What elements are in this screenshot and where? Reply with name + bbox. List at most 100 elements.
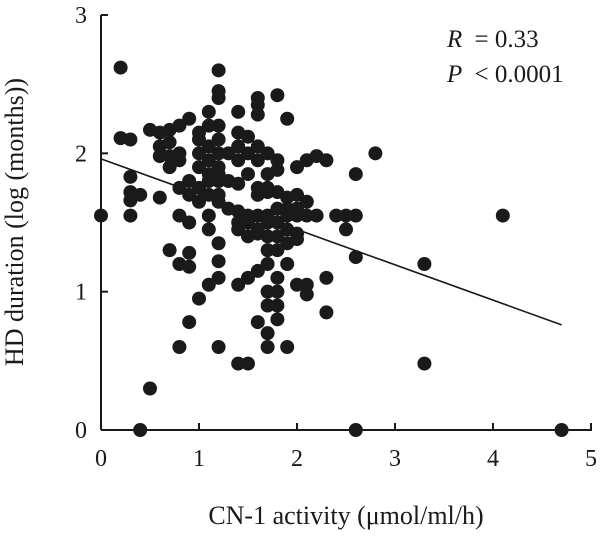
data-point <box>231 104 246 119</box>
data-point <box>201 118 216 133</box>
data-point <box>192 146 206 161</box>
data-point <box>417 257 432 271</box>
data-point <box>211 270 226 285</box>
data-point <box>133 423 148 437</box>
data-point <box>260 257 275 271</box>
data-point <box>192 132 206 147</box>
data-point <box>172 208 187 223</box>
data-point <box>192 194 206 209</box>
r-value: = 0.33 <box>475 26 539 53</box>
data-point <box>260 284 275 299</box>
data-point <box>280 340 295 354</box>
data-point <box>182 111 197 126</box>
data-point <box>260 326 275 341</box>
x-tick-label: 1 <box>193 446 205 472</box>
data-point <box>299 208 314 223</box>
data-point <box>270 201 285 216</box>
data-point <box>329 208 344 223</box>
x-axis-ticks: 0 1 2 3 4 5 <box>95 423 597 472</box>
data-point <box>348 250 363 265</box>
r-symbol: R <box>446 26 462 53</box>
data-point <box>241 146 255 161</box>
data-point <box>172 118 187 133</box>
data-point <box>270 243 285 258</box>
data-point <box>201 277 216 292</box>
data-point <box>270 312 285 327</box>
data-point <box>123 169 138 184</box>
data-point <box>182 315 197 330</box>
regression-line <box>100 158 562 326</box>
x-tick-label: 2 <box>291 446 303 472</box>
data-point <box>319 305 334 320</box>
data-point <box>260 215 275 230</box>
data-point <box>182 259 197 274</box>
data-point <box>270 153 285 168</box>
data-point <box>123 132 138 147</box>
data-points <box>94 60 569 437</box>
data-point <box>290 208 304 223</box>
data-point <box>201 222 216 237</box>
data-point <box>368 146 383 161</box>
data-point <box>290 187 304 202</box>
data-point <box>250 139 265 154</box>
y-tick-label: 3 <box>75 3 87 29</box>
y-axis-ticks: 0 1 2 3 <box>75 3 108 444</box>
data-point <box>270 298 285 313</box>
data-point <box>339 222 353 237</box>
y-axis-title: HD duration (log (months)) <box>0 78 29 366</box>
data-point <box>290 160 304 175</box>
data-point <box>182 245 197 260</box>
data-point <box>231 356 246 371</box>
x-tick-label: 0 <box>95 446 107 472</box>
data-point <box>211 91 226 105</box>
data-point <box>299 277 314 292</box>
data-point <box>211 254 226 269</box>
data-point <box>211 132 226 147</box>
data-point <box>211 340 226 354</box>
data-point <box>231 222 246 237</box>
data-point <box>250 97 265 112</box>
data-point <box>260 146 275 161</box>
data-point <box>201 174 216 188</box>
data-point <box>241 270 255 285</box>
p-statistic: P < 0.0001 <box>446 61 564 88</box>
data-point <box>280 111 295 126</box>
data-point <box>172 153 187 168</box>
data-point <box>270 162 285 177</box>
data-point <box>211 118 226 133</box>
data-point <box>231 153 246 168</box>
x-tick-label: 4 <box>487 446 499 472</box>
data-point <box>250 315 265 330</box>
data-point <box>152 190 167 205</box>
data-point <box>250 107 265 122</box>
data-point <box>172 340 187 354</box>
data-point <box>221 146 236 161</box>
data-point <box>241 129 255 144</box>
data-point <box>192 160 206 175</box>
data-point <box>152 149 167 164</box>
data-point <box>182 215 197 230</box>
data-point <box>260 298 275 313</box>
data-point <box>270 270 285 285</box>
data-point <box>201 139 216 154</box>
data-point <box>495 208 510 223</box>
data-point <box>241 167 255 182</box>
data-point <box>290 277 304 292</box>
x-tick-label: 3 <box>389 446 401 472</box>
data-point <box>211 63 226 78</box>
data-point <box>162 135 177 150</box>
data-point <box>123 208 138 223</box>
x-axis-title: CN-1 activity (μmol/ml/h) <box>208 501 483 530</box>
data-point <box>250 263 265 278</box>
data-point <box>319 270 334 285</box>
data-point <box>192 291 206 306</box>
data-point <box>348 208 363 223</box>
data-point <box>94 208 108 223</box>
data-point <box>231 139 246 154</box>
data-point <box>270 88 285 103</box>
data-point <box>182 174 197 188</box>
data-point <box>211 146 226 161</box>
data-point <box>241 215 255 230</box>
y-tick-label: 0 <box>75 418 87 444</box>
